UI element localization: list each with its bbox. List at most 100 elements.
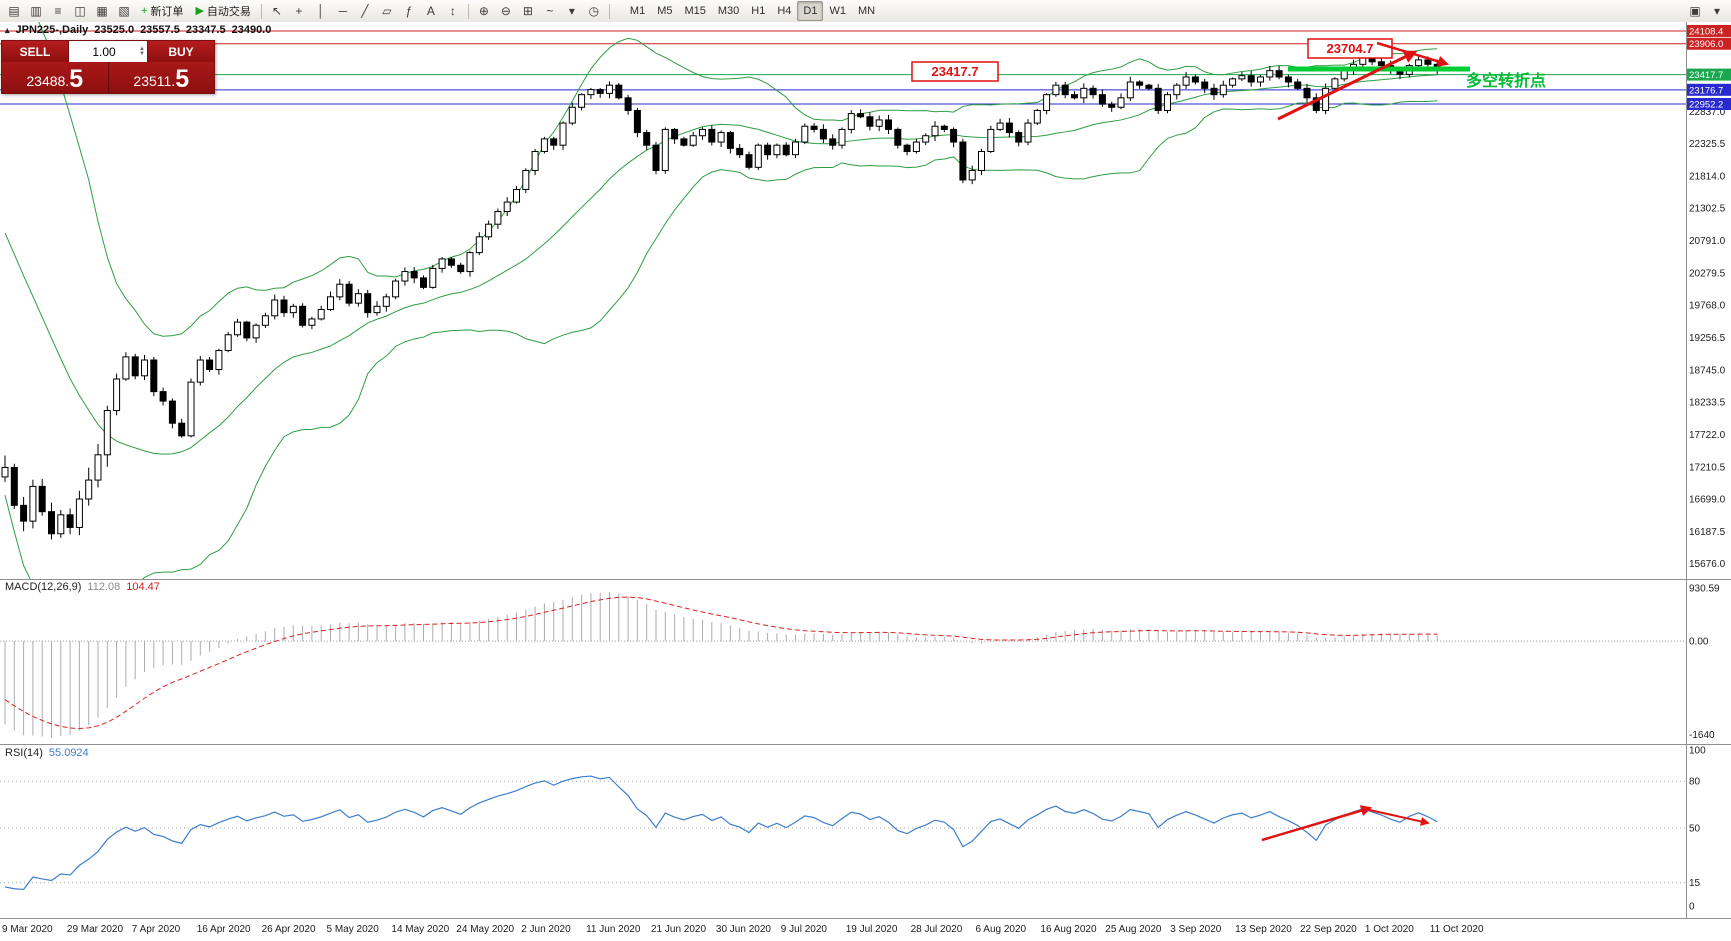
terminal-button[interactable]: ▧ — [113, 1, 135, 21]
timeframe-H1[interactable]: H1 — [751, 5, 766, 17]
toolbar-overflow-button[interactable]: ▾ — [1713, 4, 1721, 18]
profiles-button[interactable]: ▥ — [25, 1, 47, 21]
crosshair-icon: + — [295, 4, 303, 18]
arrows-button[interactable]: ↕ — [442, 1, 464, 21]
market-watch-button[interactable]: ≡ — [47, 1, 69, 21]
macd-signal-line — [4, 596, 1438, 730]
svg-text:-1640: -1640 — [1689, 730, 1715, 741]
timeframe-M5[interactable]: M5 — [657, 5, 673, 17]
trend-arrow — [1261, 805, 1373, 842]
text-label-button[interactable]: A — [420, 1, 442, 21]
svg-text:22 Sep 2020: 22 Sep 2020 — [1300, 924, 1357, 935]
svg-text:23417.7: 23417.7 — [932, 64, 979, 79]
volume-down-icon[interactable]: ▼ — [139, 50, 145, 57]
timeframe-M1[interactable]: M1 — [629, 5, 646, 17]
buy-price-main: 23511. — [133, 73, 176, 89]
timeframe-W1[interactable]: W1 — [829, 5, 846, 17]
svg-text:9 Mar 2020: 9 Mar 2020 — [2, 924, 53, 935]
sell-button[interactable]: SELL — [2, 41, 68, 62]
svg-text:21302.5: 21302.5 — [1689, 204, 1726, 215]
horizontal-line-icon: ─ — [338, 4, 348, 18]
zoom-out-button[interactable]: ⊖ — [495, 1, 517, 21]
market-watch-icon: ≡ — [54, 4, 62, 18]
svg-text:28 Jul 2020: 28 Jul 2020 — [911, 924, 963, 935]
new-order-icon: + — [141, 4, 148, 17]
rsi-line — [4, 775, 1438, 891]
svg-text:0: 0 — [1689, 902, 1695, 913]
svg-text:19256.5: 19256.5 — [1689, 333, 1726, 344]
svg-text:23417.7: 23417.7 — [1689, 70, 1723, 81]
buy-price[interactable]: 23511. 5 — [109, 62, 215, 93]
indicators-button[interactable]: ~ — [539, 1, 561, 21]
one-click-collapse-icon[interactable]: ▴ — [5, 24, 10, 35]
svg-text:21814.0: 21814.0 — [1689, 171, 1726, 182]
timeframe-M30[interactable]: M30 — [717, 5, 740, 17]
price-axis: 22837.0 22325.5 21814.0 21302.5 20791.0 20279… — [1687, 24, 1731, 913]
svg-text:0.00: 0.00 — [1689, 637, 1709, 648]
chart-canvas[interactable]: 22837.0 22325.5 21814.0 21302.5 20791.0 20279… — [0, 22, 1731, 941]
horizontal-line-button[interactable]: ─ — [332, 1, 354, 21]
svg-text:29 Mar 2020: 29 Mar 2020 — [67, 924, 124, 935]
indicators-icon: ~ — [546, 4, 554, 18]
svg-text:25 Aug 2020: 25 Aug 2020 — [1105, 924, 1162, 935]
crosshair-button[interactable]: + — [288, 1, 310, 21]
svg-text:11 Oct 2020: 11 Oct 2020 — [1430, 924, 1484, 935]
rsi-indicator-label: RSI(14) 55.0924 — [5, 747, 89, 759]
navigator-icon: ▦ — [96, 4, 108, 18]
svg-text:13 Sep 2020: 13 Sep 2020 — [1235, 924, 1292, 935]
svg-text:16699.0: 16699.0 — [1689, 495, 1726, 506]
trendline-button[interactable]: ╱ — [354, 1, 376, 21]
chart-area: 22837.0 22325.5 21814.0 21302.5 20791.0 20279… — [0, 22, 1731, 941]
toolbar-right-group: ▣ ▾ — [1684, 1, 1728, 21]
cursor-button[interactable]: ↖ — [266, 1, 288, 21]
macd-signal-value: 104.47 — [126, 581, 160, 593]
chart-mode-button[interactable]: ▣ — [1689, 4, 1701, 18]
profiles-icon: ▥ — [30, 4, 42, 18]
timeframe-MN[interactable]: MN — [857, 5, 876, 17]
vertical-line-button[interactable]: │ — [310, 1, 332, 21]
new-order-button[interactable]: + 新订单 — [135, 1, 189, 21]
autotrading-icon: ▶ — [195, 4, 204, 17]
autotrading-button[interactable]: ▶ 自动交易 — [189, 1, 256, 21]
data-window-button[interactable]: ◫ — [69, 1, 91, 21]
volume-up-icon[interactable]: ▲ — [139, 45, 145, 52]
trend-arrow — [1376, 41, 1450, 67]
svg-text:19 Jul 2020: 19 Jul 2020 — [846, 924, 898, 935]
tile-windows-button[interactable]: ⊞ — [517, 1, 539, 21]
timeframe-D1[interactable]: D1 — [797, 1, 824, 21]
timeframe-M15[interactable]: M15 — [684, 5, 706, 17]
svg-text:22325.5: 22325.5 — [1689, 139, 1726, 150]
equidistant-channel-button[interactable]: ▱ — [376, 1, 398, 21]
bar-high-value: 23557.5 — [140, 24, 180, 36]
svg-text:19768.0: 19768.0 — [1689, 301, 1726, 312]
volume-input[interactable] — [69, 43, 140, 60]
toolbar-separator — [608, 3, 610, 19]
period-button[interactable]: ◷ — [583, 1, 605, 21]
buy-button[interactable]: BUY — [148, 41, 214, 62]
trend-arrow — [1364, 808, 1430, 826]
toolbar-separator — [467, 3, 469, 19]
svg-text:26 Apr 2020: 26 Apr 2020 — [262, 924, 316, 935]
svg-text:14 May 2020: 14 May 2020 — [391, 924, 449, 935]
price-level-lines — [0, 30, 1686, 105]
svg-text:21 Jun 2020: 21 Jun 2020 — [651, 924, 706, 935]
new-chart-icon: ▤ — [8, 4, 20, 18]
zoom-out-icon: ⊖ — [500, 4, 511, 18]
timeframe-H4[interactable]: H4 — [777, 5, 792, 17]
fibonacci-button[interactable]: ƒ — [398, 1, 420, 21]
svg-text:16187.5: 16187.5 — [1689, 527, 1726, 538]
rsi-value: 55.0924 — [48, 747, 89, 759]
templates-button[interactable]: ▾ — [561, 1, 583, 21]
svg-text:930.59: 930.59 — [1689, 583, 1720, 594]
navigator-button[interactable]: ▦ — [91, 1, 113, 21]
tile-windows-icon: ⊞ — [522, 4, 533, 18]
new-chart-button[interactable]: ▤ — [3, 1, 25, 21]
svg-text:20791.0: 20791.0 — [1689, 236, 1726, 247]
symbol-info: ▴ JPN225-,Daily 23525.0 23557.5 23347.5 … — [5, 24, 271, 36]
symbol-title: JPN225-,Daily — [15, 24, 89, 36]
svg-text:50: 50 — [1689, 824, 1701, 835]
zoom-in-button[interactable]: ⊕ — [473, 1, 495, 21]
arrows-icon: ↕ — [449, 4, 456, 18]
svg-text:24108.4: 24108.4 — [1689, 26, 1723, 37]
sell-price[interactable]: 23488. 5 — [2, 62, 109, 93]
